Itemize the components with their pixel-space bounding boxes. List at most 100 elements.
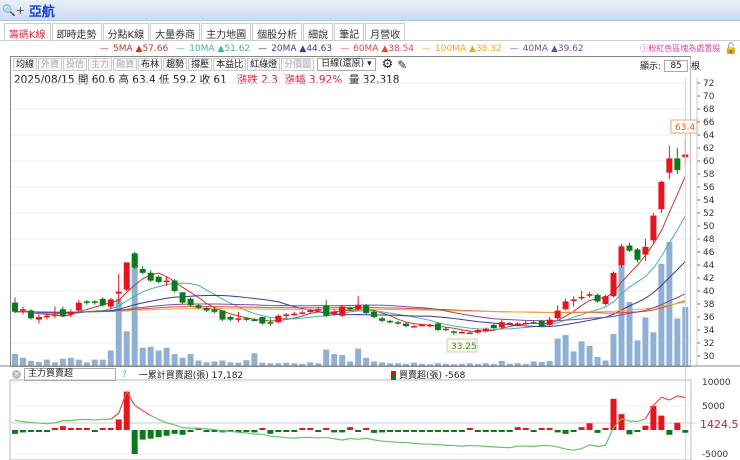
volume-bar bbox=[506, 363, 513, 366]
toolbar-button[interactable]: 趨勢 bbox=[163, 58, 188, 71]
net-buy-bar bbox=[682, 430, 689, 433]
toolbar-button[interactable]: 分價圖 bbox=[281, 58, 315, 71]
net-buy-bar bbox=[371, 430, 378, 433]
candle-body bbox=[267, 322, 274, 324]
net-buy-bar bbox=[131, 430, 138, 454]
net-buy-bar bbox=[147, 430, 154, 439]
candle-body bbox=[75, 302, 82, 311]
cumulative-line-segment bbox=[134, 404, 144, 412]
net-buy-bar bbox=[267, 430, 274, 434]
cumulative-line-segment bbox=[461, 444, 470, 447]
price-tick-label: 40 bbox=[703, 287, 715, 297]
toolbar-button[interactable]: 外資 bbox=[38, 58, 63, 71]
display-unit: 根 bbox=[691, 62, 701, 72]
lock-icon[interactable]: 🔓 bbox=[724, 42, 738, 55]
candle-body bbox=[275, 315, 282, 323]
toolbar-button[interactable]: 投信 bbox=[63, 58, 88, 71]
cumulative-line-segment bbox=[661, 396, 670, 401]
candle-body bbox=[131, 253, 138, 268]
net-buy-bar bbox=[506, 430, 513, 432]
net-buy-bar bbox=[522, 428, 529, 430]
price-tick-label: 60 bbox=[703, 157, 715, 167]
candle-body bbox=[371, 311, 378, 317]
tab-6[interactable]: 細說 bbox=[303, 23, 334, 41]
ma-legend-item: —20MA ▲44.63 bbox=[258, 44, 332, 54]
price-tick-label: 42 bbox=[703, 274, 714, 284]
lower-frame bbox=[9, 379, 692, 460]
candle-body bbox=[594, 294, 601, 302]
net-buy-bar bbox=[658, 415, 665, 430]
tab-7[interactable]: 筆記 bbox=[334, 23, 365, 41]
search-zoom-icon[interactable]: 🔍+ bbox=[2, 3, 25, 17]
net-buy-bar bbox=[466, 428, 473, 430]
tab-3[interactable]: 大量券商 bbox=[150, 23, 201, 41]
price-tick-label: 54 bbox=[703, 196, 715, 206]
gear-icon[interactable]: ⚙ bbox=[381, 57, 394, 72]
toolbar-button[interactable]: 均線 bbox=[13, 58, 38, 71]
net-buy-bar bbox=[187, 430, 194, 432]
tab-1[interactable]: 即時走勢 bbox=[51, 23, 102, 41]
cumulative-line-segment bbox=[604, 427, 615, 446]
net-buy-bar bbox=[179, 430, 186, 435]
cumulative-line-segment bbox=[166, 422, 175, 426]
net-buy-bar bbox=[426, 430, 433, 432]
tab-5[interactable]: 個股分析 bbox=[252, 23, 303, 41]
price-tick-label: 68 bbox=[703, 105, 715, 115]
tab-4[interactable]: 主力地圖 bbox=[201, 23, 252, 41]
candle-body bbox=[155, 276, 162, 282]
net-buy-bar bbox=[259, 428, 266, 430]
candle-body bbox=[562, 301, 569, 310]
indicator-select[interactable]: 主力買賣超 bbox=[24, 368, 116, 381]
period-select[interactable]: 日線(還原) ▾ bbox=[317, 58, 376, 71]
toolbar-button[interactable]: 主力 bbox=[88, 58, 113, 71]
ma-legend-item: —40MA ▲39.62 bbox=[510, 44, 584, 54]
volume-bar bbox=[482, 363, 489, 366]
volume-bar bbox=[283, 362, 290, 366]
candle-body bbox=[395, 322, 402, 324]
price-tick-label: 52 bbox=[703, 209, 714, 219]
candle-body bbox=[59, 309, 66, 316]
net-buy-bar bbox=[387, 430, 394, 432]
candle-body bbox=[99, 298, 106, 306]
cumulative-line-segment bbox=[342, 437, 351, 441]
ma-legend-item: —60MA ▲38.54 bbox=[340, 44, 414, 54]
ma-label: 5MA bbox=[113, 43, 133, 54]
volume-bar bbox=[411, 362, 417, 366]
volume-bar bbox=[658, 263, 665, 366]
net-buy-bar bbox=[403, 430, 410, 432]
display-count-input[interactable]: 85 bbox=[664, 59, 689, 72]
candle-body bbox=[307, 310, 314, 312]
price-tick-label: 62 bbox=[703, 144, 714, 154]
pen-icon[interactable]: ✎ bbox=[397, 57, 408, 72]
price-tick-label: 48 bbox=[703, 235, 715, 245]
cumulative-line-segment bbox=[94, 418, 103, 421]
cumulative-line-segment bbox=[429, 443, 438, 446]
close-indicator-icon[interactable]: × bbox=[12, 370, 21, 379]
toolbar-button[interactable]: 布林 bbox=[138, 58, 163, 71]
toolbar-button[interactable]: 融資 bbox=[113, 58, 138, 71]
volume-bar bbox=[211, 361, 218, 366]
candle-body bbox=[418, 324, 425, 327]
toolbar-button[interactable]: 撐壓 bbox=[188, 58, 213, 71]
ma-line-swatch: — bbox=[176, 43, 186, 54]
net-buy-bar bbox=[347, 427, 354, 430]
toolbar-button[interactable]: 本益比 bbox=[213, 58, 247, 71]
tab-2[interactable]: 分點K線 bbox=[102, 23, 150, 41]
volume-bar bbox=[51, 362, 58, 366]
cumulative-line-segment bbox=[70, 418, 79, 422]
volume-bar bbox=[243, 360, 250, 366]
volume-bar bbox=[91, 359, 98, 366]
tab-8[interactable]: 月營收 bbox=[365, 23, 406, 41]
volume-bar bbox=[347, 361, 354, 366]
volume-bar bbox=[19, 357, 26, 366]
ma-value: ▲51.62 bbox=[217, 43, 251, 54]
tab-0[interactable]: 籌碼K線 bbox=[4, 23, 51, 41]
candle-body bbox=[35, 317, 42, 320]
low-price-tag bbox=[446, 338, 478, 353]
toolbar-button[interactable]: 紅綠燈 bbox=[247, 58, 281, 71]
help-icon[interactable]: ? bbox=[122, 369, 127, 380]
ma-line-swatch: — bbox=[422, 43, 432, 54]
tab-bar: 籌碼K線 即時走勢 分點K線 大量券商 主力地圖 個股分析 細說 筆記 月營收 bbox=[4, 23, 406, 41]
cumulative-line-segment bbox=[382, 440, 391, 443]
